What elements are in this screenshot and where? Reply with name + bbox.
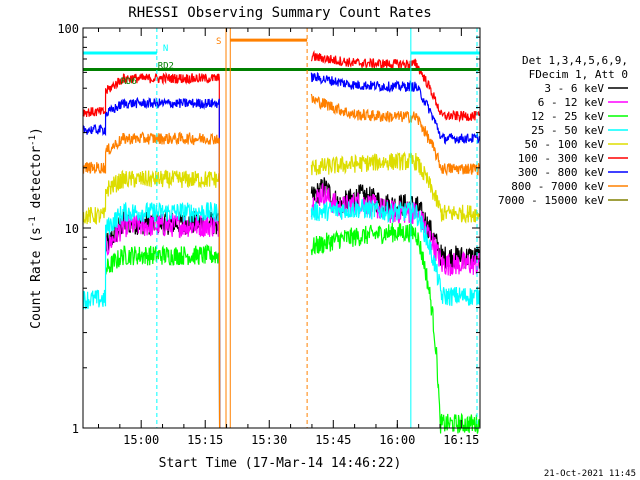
legend-entry-4: 50 - 100 keV (525, 138, 605, 151)
y-axis-label-sup1: -1 (28, 216, 38, 227)
legend: Det 1,3,4,5,6,9,FDecim 1, Att 03 - 6 keV… (498, 54, 628, 207)
x-tick-label-3: 15:45 (315, 433, 351, 447)
series-line-7 (82, 93, 481, 429)
y-axis-label: Count Rate (s-1 detector-1) (28, 127, 44, 329)
data-traces (82, 50, 481, 434)
legend-entry-8: 7000 - 15000 keV (498, 194, 604, 207)
x-tick-label-1: 15:15 (187, 433, 223, 447)
x-tick-label-4: 16:00 (379, 433, 415, 447)
legend-entry-5: 100 - 300 keV (518, 152, 604, 165)
chart-title: RHESSI Observing Summary Count Rates (128, 5, 431, 21)
x-tick-label-2: 15:30 (251, 433, 287, 447)
legend-entry-7: 800 - 7000 keV (511, 180, 604, 193)
y-tick-label-1: 10 (65, 222, 79, 236)
y-axis-label-main: Count Rate (s (29, 227, 44, 329)
series-line-1 (105, 183, 481, 429)
legend-entry-2: 12 - 25 keV (531, 110, 604, 123)
annotation-rd2: RD2 (158, 62, 174, 72)
series-line-2 (105, 222, 481, 434)
series-line-4 (82, 151, 481, 429)
y-axis-label-sup2: -1 (28, 135, 38, 146)
y-axis-label-end: ) (29, 127, 44, 135)
annotation-s: S (216, 37, 221, 47)
legend-header-1: FDecim 1, Att 0 (529, 68, 628, 81)
legend-entry-6: 300 - 800 keV (518, 166, 604, 179)
series-line-5 (82, 50, 481, 429)
x-axis-label: Start Time (17-Mar-14 14:46:22) (159, 456, 402, 471)
axes-layer: 15:00 15:15 15:30 15:45 16:00 16:15 1 10 100 (57, 22, 480, 447)
legend-entry-0: 3 - 6 keV (544, 82, 604, 95)
series-line-6 (82, 71, 481, 429)
y-axis-label-mid: detector (29, 146, 44, 217)
x-tick-label-0: 15:00 (123, 433, 159, 447)
legend-header-0: Det 1,3,4,5,6,9, (522, 54, 628, 67)
annotation-rd6: RD6 (121, 77, 137, 87)
footer-timestamp: 21-Oct-2021 11:45 (544, 469, 636, 479)
legend-entry-1: 6 - 12 keV (538, 96, 605, 109)
y-tick-label-2: 100 (57, 22, 79, 36)
series-line-3 (82, 199, 481, 429)
y-tick-label-0: 1 (72, 422, 79, 436)
x-tick-label-5: 16:15 (443, 433, 479, 447)
legend-entry-3: 25 - 50 keV (531, 124, 604, 137)
annotation-n: N (163, 44, 168, 54)
